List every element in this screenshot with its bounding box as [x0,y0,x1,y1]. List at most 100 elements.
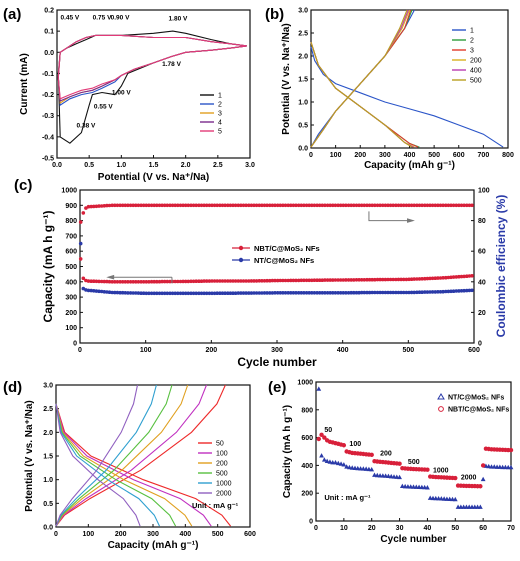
unit-annotation: Unit : mA g⁻¹ [192,501,239,510]
data-point [207,291,212,296]
data-point [412,290,417,295]
data-point [335,460,341,466]
panel-c: 0 100 200 300 400 500 600010020030040050060070… [14,177,508,369]
data-point [202,291,206,296]
x-tick-label: 0 [78,347,82,354]
data-point [331,203,335,208]
panel-label: (a) [3,6,21,23]
data-point [207,279,212,283]
data-point [115,280,120,284]
data-point [191,291,196,296]
x-tick-label: 50 [451,525,459,532]
data-point [275,278,280,283]
data-point [97,204,101,208]
data-point [325,278,330,282]
data-point [181,279,185,284]
data-point [186,203,191,208]
data-point [294,203,298,208]
discharge-curve-2000 [55,403,141,527]
data-point [380,277,385,282]
data-point [176,279,180,284]
data-point [113,290,117,295]
data-point [268,203,272,208]
data-point [467,203,472,208]
plot-frame [79,189,475,344]
data-point [367,203,372,208]
x-tick-label: 500 [212,531,224,538]
data-point [462,274,466,279]
data-point [178,291,183,296]
data-point [401,290,406,295]
legend-label: NT/C@MoS₂ NFs [254,256,314,265]
x-tick-label: 200 [205,347,217,354]
y-tick-label: 0.0 [298,146,308,153]
x-tick-label: 30 [396,525,404,532]
y-axis-label: Current (mA) [19,53,30,115]
data-point [467,274,472,278]
rate-label: 1000 [433,467,449,474]
data-point [454,275,459,279]
data-point [454,203,459,208]
data-point [118,203,122,208]
data-point [139,280,143,284]
data-point [409,277,414,282]
data-point [244,291,248,295]
data-point [323,291,327,295]
data-point [207,203,212,208]
data-point [199,291,204,296]
data-point [236,203,241,208]
data-point [231,279,235,283]
x-tick-label: 3.0 [245,162,255,169]
data-point [210,279,214,283]
data-point [315,291,319,295]
data-point [341,443,347,448]
data-point [453,475,458,481]
data-point [191,203,196,208]
data-point [97,289,101,294]
data-point [281,291,285,295]
data-point [367,277,372,282]
y-tick-label: 0.0 [44,50,54,57]
data-point [86,288,91,293]
data-point [278,291,283,295]
data-point [270,291,275,295]
data-point [341,203,346,208]
data-point [409,203,414,208]
data-point [409,290,414,295]
data-point [215,291,219,296]
data-point [178,279,183,284]
data-point [304,203,309,208]
data-point [436,290,440,294]
data-point [265,278,269,283]
legend-label: 400 [470,68,482,75]
data-point [113,203,117,208]
y2-tick-label: 40 [478,279,486,286]
data-point [168,203,172,208]
legend-label: 1000 [216,481,232,488]
data-point [415,277,419,281]
data-point [352,203,356,208]
data-point [202,203,206,208]
data-point [260,203,264,208]
discharge-curve-1000 [55,403,160,527]
data-point [244,203,248,208]
data-point [181,203,185,208]
data-point [165,203,170,208]
data-point [183,203,188,208]
data-point [147,291,151,296]
data-point [404,290,409,295]
data-point [446,289,451,294]
data-point [375,277,380,282]
data-point [457,289,461,293]
data-point [249,279,254,283]
data-point [417,203,422,208]
x-tick-label: 800 [502,152,514,159]
data-point [344,464,350,469]
data-point [128,291,133,295]
data-point [441,276,445,280]
legend-label: 500 [216,471,228,478]
legend-label: 2000 [216,491,232,498]
data-point [228,203,233,208]
data-point [415,290,419,295]
data-point [199,279,204,284]
